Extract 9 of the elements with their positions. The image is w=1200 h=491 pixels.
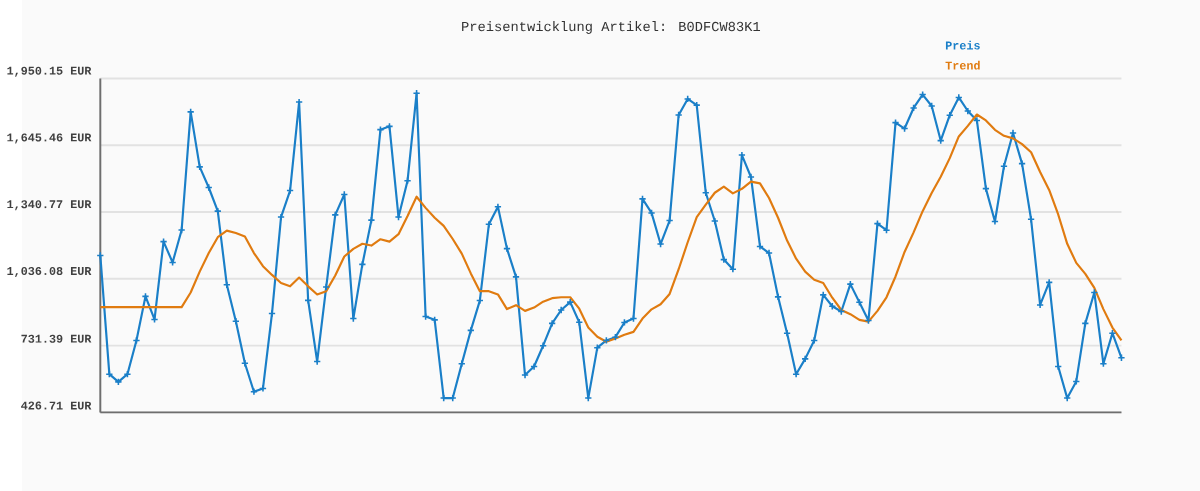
y-tick-label: 426.71 EUR (21, 401, 92, 410)
y-tick-label: 1,645.46 EUR (7, 133, 92, 144)
chart-title: Preisentwicklung Artikel: B0DFCW83K1 (462, 21, 761, 34)
text: Preis (945, 40, 980, 50)
y-tick-label: 731.39 EUR (21, 334, 92, 343)
y-tick-label: 1,340.77 EUR (7, 200, 92, 211)
text: Trend (945, 60, 980, 70)
y-tick-label: 1,950.15 EUR (7, 66, 92, 77)
y-tick-label: 1,036.08 EUR (7, 267, 92, 277)
